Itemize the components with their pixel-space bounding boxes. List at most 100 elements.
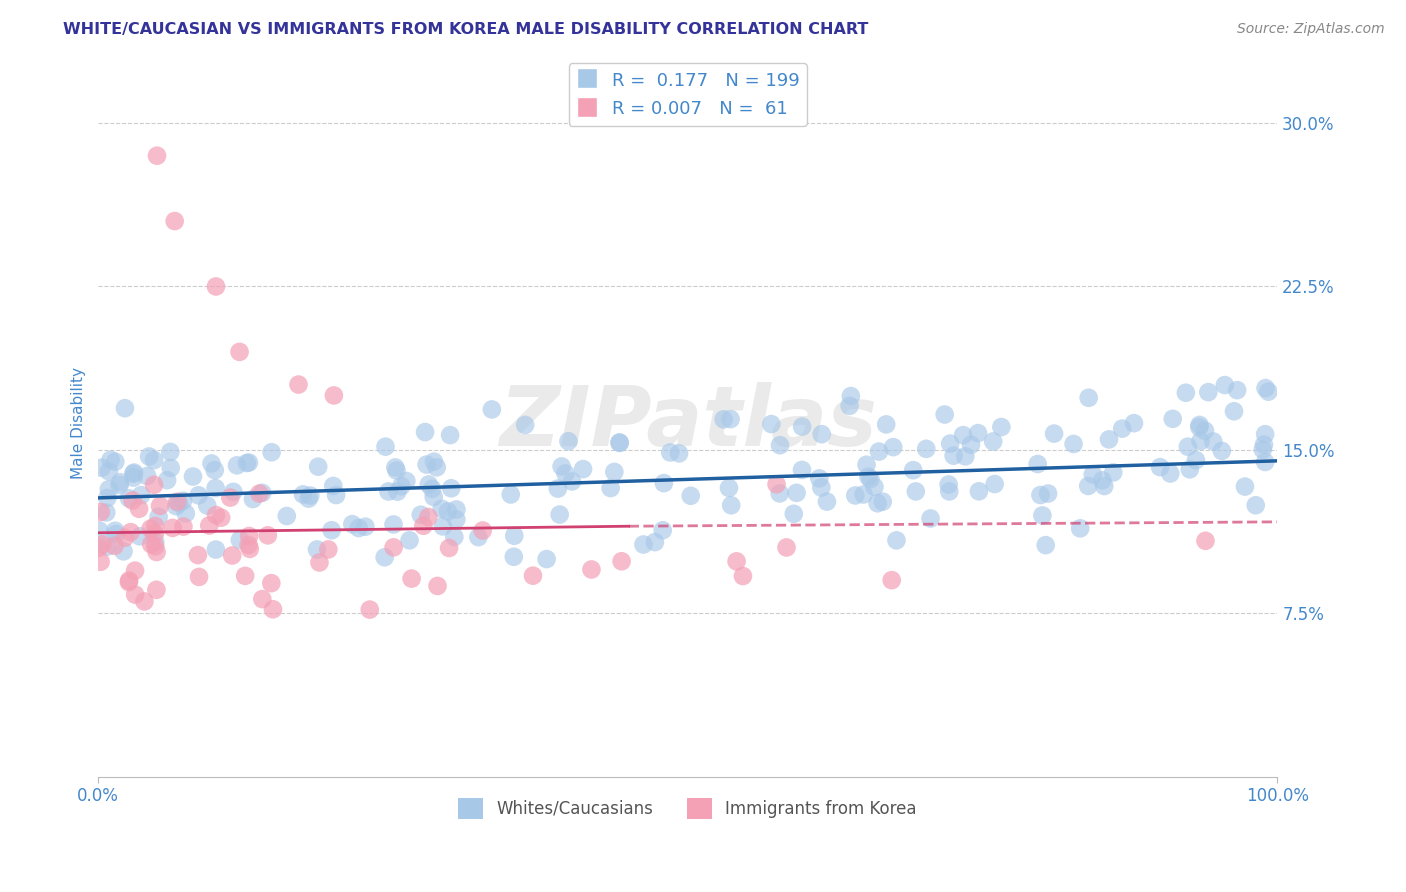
- Point: [731, 569, 754, 583]
- Point: [1254, 427, 1277, 442]
- Point: [305, 542, 328, 557]
- Point: [228, 344, 250, 359]
- Point: [129, 488, 152, 502]
- Point: [239, 541, 262, 556]
- Point: [118, 491, 141, 506]
- Point: [1188, 417, 1211, 432]
- Point: [446, 512, 468, 526]
- Point: [198, 518, 221, 533]
- Point: [385, 464, 408, 478]
- Point: [141, 537, 163, 551]
- Point: [238, 456, 260, 470]
- Point: [200, 457, 222, 471]
- Point: [1102, 466, 1125, 480]
- Point: [108, 475, 131, 490]
- Point: [769, 438, 792, 452]
- Point: [318, 542, 340, 557]
- Point: [844, 488, 866, 502]
- Point: [166, 494, 188, 508]
- Point: [437, 541, 460, 555]
- Point: [775, 541, 797, 555]
- Point: [1226, 383, 1249, 397]
- Point: [499, 487, 522, 501]
- Point: [859, 472, 882, 486]
- Point: [1029, 488, 1052, 502]
- Point: [1026, 457, 1049, 471]
- Point: [148, 509, 170, 524]
- Point: [437, 504, 460, 518]
- Point: [347, 521, 370, 535]
- Point: [983, 477, 1005, 491]
- Point: [163, 214, 186, 228]
- Point: [765, 477, 787, 491]
- Point: [443, 530, 465, 544]
- Point: [920, 511, 942, 525]
- Point: [863, 480, 886, 494]
- Point: [513, 417, 536, 432]
- Point: [572, 462, 595, 476]
- Point: [1081, 467, 1104, 482]
- Point: [792, 419, 814, 434]
- Point: [104, 524, 127, 538]
- Point: [247, 486, 270, 500]
- Point: [1123, 416, 1146, 430]
- Point: [124, 564, 146, 578]
- Point: [1254, 381, 1277, 395]
- Point: [1244, 498, 1267, 512]
- Point: [96, 491, 118, 505]
- Point: [172, 519, 194, 533]
- Point: [143, 535, 166, 549]
- Point: [868, 444, 890, 458]
- Point: [467, 530, 489, 544]
- Point: [260, 445, 283, 459]
- Point: [644, 535, 666, 549]
- Point: [124, 588, 146, 602]
- Point: [990, 420, 1012, 434]
- Point: [162, 521, 184, 535]
- Point: [374, 550, 396, 565]
- Point: [222, 484, 245, 499]
- Point: [939, 436, 962, 450]
- Point: [104, 455, 127, 469]
- Point: [276, 509, 298, 524]
- Point: [172, 493, 194, 508]
- Point: [439, 428, 461, 442]
- Point: [354, 519, 377, 533]
- Point: [422, 490, 444, 504]
- Point: [717, 481, 740, 495]
- Point: [557, 434, 579, 449]
- Point: [260, 576, 283, 591]
- Point: [120, 525, 142, 540]
- Point: [502, 549, 524, 564]
- Point: [446, 502, 468, 516]
- Text: ZIPatlas: ZIPatlas: [499, 382, 876, 463]
- Point: [1213, 378, 1236, 392]
- Point: [1188, 420, 1211, 434]
- Point: [581, 562, 603, 576]
- Point: [91, 537, 114, 551]
- Point: [252, 592, 274, 607]
- Point: [1149, 460, 1171, 475]
- Point: [187, 548, 209, 562]
- Point: [139, 522, 162, 536]
- Point: [609, 436, 631, 450]
- Point: [1254, 455, 1277, 469]
- Point: [322, 479, 344, 493]
- Point: [866, 496, 889, 510]
- Legend: Whites/Caucasians, Immigrants from Korea: Whites/Caucasians, Immigrants from Korea: [451, 791, 924, 825]
- Point: [325, 488, 347, 502]
- Point: [783, 507, 806, 521]
- Point: [138, 450, 160, 464]
- Point: [174, 507, 197, 521]
- Point: [471, 524, 494, 538]
- Point: [238, 538, 260, 552]
- Point: [143, 519, 166, 533]
- Point: [143, 539, 166, 553]
- Point: [395, 474, 418, 488]
- Point: [307, 459, 329, 474]
- Point: [1063, 437, 1085, 451]
- Point: [204, 463, 226, 477]
- Point: [122, 466, 145, 480]
- Point: [87, 541, 110, 555]
- Point: [308, 556, 330, 570]
